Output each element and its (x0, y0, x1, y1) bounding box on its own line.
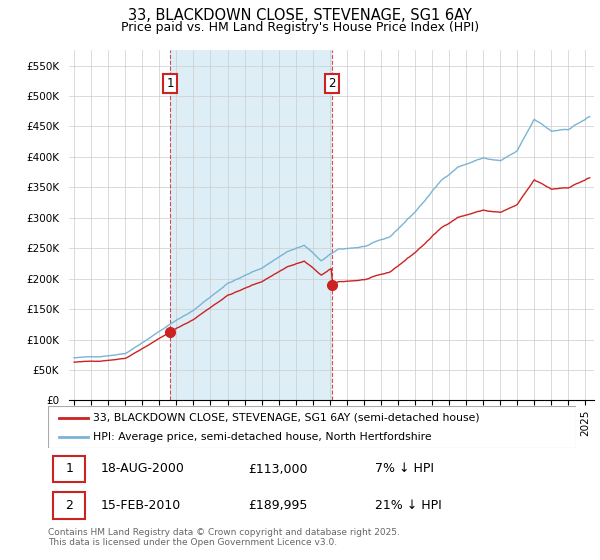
Text: £189,995: £189,995 (248, 499, 308, 512)
Text: 1: 1 (166, 77, 174, 90)
Text: 7% ↓ HPI: 7% ↓ HPI (376, 463, 434, 475)
Text: 1: 1 (65, 463, 73, 475)
Bar (53, 492, 85, 519)
Text: HPI: Average price, semi-detached house, North Hertfordshire: HPI: Average price, semi-detached house,… (93, 432, 431, 442)
Text: 33, BLACKDOWN CLOSE, STEVENAGE, SG1 6AY: 33, BLACKDOWN CLOSE, STEVENAGE, SG1 6AY (128, 8, 472, 24)
Text: £113,000: £113,000 (248, 463, 308, 475)
Text: Contains HM Land Registry data © Crown copyright and database right 2025.
This d: Contains HM Land Registry data © Crown c… (48, 528, 400, 547)
Text: 18-AUG-2000: 18-AUG-2000 (101, 463, 185, 475)
Text: 33, BLACKDOWN CLOSE, STEVENAGE, SG1 6AY (semi-detached house): 33, BLACKDOWN CLOSE, STEVENAGE, SG1 6AY … (93, 413, 479, 423)
Text: 15-FEB-2010: 15-FEB-2010 (101, 499, 181, 512)
Text: 2: 2 (65, 499, 73, 512)
Bar (170, 50, 332, 400)
Text: Price paid vs. HM Land Registry's House Price Index (HPI): Price paid vs. HM Land Registry's House … (121, 21, 479, 34)
Text: 21% ↓ HPI: 21% ↓ HPI (376, 499, 442, 512)
Text: 2: 2 (328, 77, 335, 90)
Bar (53, 456, 85, 482)
